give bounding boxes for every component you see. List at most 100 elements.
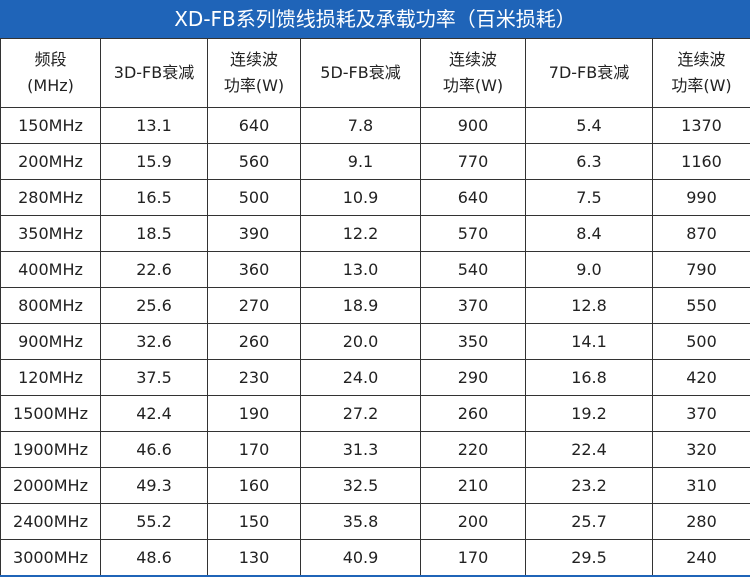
header-line: 5D-FB衰减 (320, 63, 401, 82)
value-cell: 15.9 (100, 143, 208, 180)
table-row: 900MHz 32.6 260 20.0 350 14.1 500 (0, 323, 750, 360)
value-cell: 640 (207, 107, 301, 144)
column-header: 5D-FB衰减 (300, 38, 421, 108)
column-header: 频段 (MHz) (0, 38, 101, 108)
header-line: (MHz) (27, 76, 74, 95)
header-line: 功率(W) (671, 76, 732, 95)
table-row: 280MHz 16.5 500 10.9 640 7.5 990 (0, 179, 750, 216)
value-cell: 16.5 (100, 179, 208, 216)
value-cell: 550 (652, 287, 750, 324)
value-cell: 420 (652, 359, 750, 396)
value-cell: 640 (420, 179, 526, 216)
value-cell: 10.9 (300, 179, 421, 216)
value-cell: 370 (652, 395, 750, 432)
value-cell: 25.6 (100, 287, 208, 324)
value-cell: 500 (207, 179, 301, 216)
value-cell: 9.0 (525, 251, 653, 288)
value-cell: 31.3 (300, 431, 421, 468)
column-header: 3D-FB衰减 (100, 38, 208, 108)
value-cell: 46.6 (100, 431, 208, 468)
value-cell: 560 (207, 143, 301, 180)
frequency-cell: 350MHz (0, 215, 101, 252)
frequency-cell: 800MHz (0, 287, 101, 324)
value-cell: 7.5 (525, 179, 653, 216)
value-cell: 370 (420, 287, 526, 324)
table-row: 2000MHz 49.3 160 32.5 210 23.2 310 (0, 467, 750, 504)
value-cell: 390 (207, 215, 301, 252)
frequency-cell: 150MHz (0, 107, 101, 144)
table-row: 2400MHz 55.2 150 35.8 200 25.7 280 (0, 503, 750, 540)
value-cell: 7.8 (300, 107, 421, 144)
value-cell: 35.8 (300, 503, 421, 540)
value-cell: 24.0 (300, 359, 421, 396)
frequency-cell: 280MHz (0, 179, 101, 216)
frequency-cell: 900MHz (0, 323, 101, 360)
value-cell: 1160 (652, 143, 750, 180)
value-cell: 42.4 (100, 395, 208, 432)
value-cell: 160 (207, 467, 301, 504)
table-title: XD-FB系列馈线损耗及承载功率（百米损耗） (0, 0, 750, 38)
table-row: 400MHz 22.6 360 13.0 540 9.0 790 (0, 251, 750, 288)
value-cell: 130 (207, 539, 301, 577)
frequency-cell: 120MHz (0, 359, 101, 396)
value-cell: 19.2 (525, 395, 653, 432)
value-cell: 900 (420, 107, 526, 144)
value-cell: 20.0 (300, 323, 421, 360)
frequency-cell: 200MHz (0, 143, 101, 180)
value-cell: 170 (420, 539, 526, 577)
header-line: 7D-FB衰减 (548, 63, 630, 82)
value-cell: 13.1 (100, 107, 208, 144)
value-cell: 320 (652, 431, 750, 468)
value-cell: 55.2 (100, 503, 208, 540)
value-cell: 48.6 (100, 539, 208, 577)
value-cell: 49.3 (100, 467, 208, 504)
value-cell: 280 (652, 503, 750, 540)
value-cell: 200 (420, 503, 526, 540)
header-line: 功率(W) (223, 76, 285, 95)
column-header: 连续波 功率(W) (420, 38, 526, 108)
value-cell: 230 (207, 359, 301, 396)
value-cell: 360 (207, 251, 301, 288)
header-line: 连续波 (448, 50, 497, 69)
frequency-cell: 1900MHz (0, 431, 101, 468)
value-cell: 9.1 (300, 143, 421, 180)
header-row: 频段 (MHz) 3D-FB衰减 连续波 功率(W) 5D-FB衰减 连续波 功率(W) 7D-… (0, 38, 750, 108)
value-cell: 37.5 (100, 359, 208, 396)
value-cell: 150 (207, 503, 301, 540)
table-row: 350MHz 18.5 390 12.2 570 8.4 870 (0, 215, 750, 252)
value-cell: 170 (207, 431, 301, 468)
value-cell: 290 (420, 359, 526, 396)
value-cell: 260 (420, 395, 526, 432)
table-row: 1500MHz 42.4 190 27.2 260 19.2 370 (0, 395, 750, 432)
value-cell: 270 (207, 287, 301, 324)
value-cell: 210 (420, 467, 526, 504)
table-row: 150MHz 13.1 640 7.8 900 5.4 1370 (0, 107, 750, 144)
frequency-cell: 2000MHz (0, 467, 101, 504)
value-cell: 770 (420, 143, 526, 180)
column-header: 连续波 功率(W) (652, 38, 750, 108)
value-cell: 240 (652, 539, 750, 577)
data-table: 频段 (MHz) 3D-FB衰减 连续波 功率(W) 5D-FB衰减 连续波 功率(W) 7D-… (0, 38, 750, 577)
value-cell: 23.2 (525, 467, 653, 504)
value-cell: 25.7 (525, 503, 653, 540)
header-line: 连续波 (229, 50, 278, 69)
value-cell: 29.5 (525, 539, 653, 577)
column-header: 7D-FB衰减 (525, 38, 653, 108)
value-cell: 6.3 (525, 143, 653, 180)
table-row: 1900MHz 46.6 170 31.3 220 22.4 320 (0, 431, 750, 468)
table-row: 3000MHz 48.6 130 40.9 170 29.5 240 (0, 539, 750, 577)
value-cell: 190 (207, 395, 301, 432)
value-cell: 310 (652, 467, 750, 504)
value-cell: 570 (420, 215, 526, 252)
table-row: 120MHz 37.5 230 24.0 290 16.8 420 (0, 359, 750, 396)
value-cell: 14.1 (525, 323, 653, 360)
value-cell: 5.4 (525, 107, 653, 144)
value-cell: 22.4 (525, 431, 653, 468)
header-line: 频段 (34, 50, 67, 69)
value-cell: 22.6 (100, 251, 208, 288)
value-cell: 12.8 (525, 287, 653, 324)
value-cell: 40.9 (300, 539, 421, 577)
value-cell: 1370 (652, 107, 750, 144)
value-cell: 12.2 (300, 215, 421, 252)
